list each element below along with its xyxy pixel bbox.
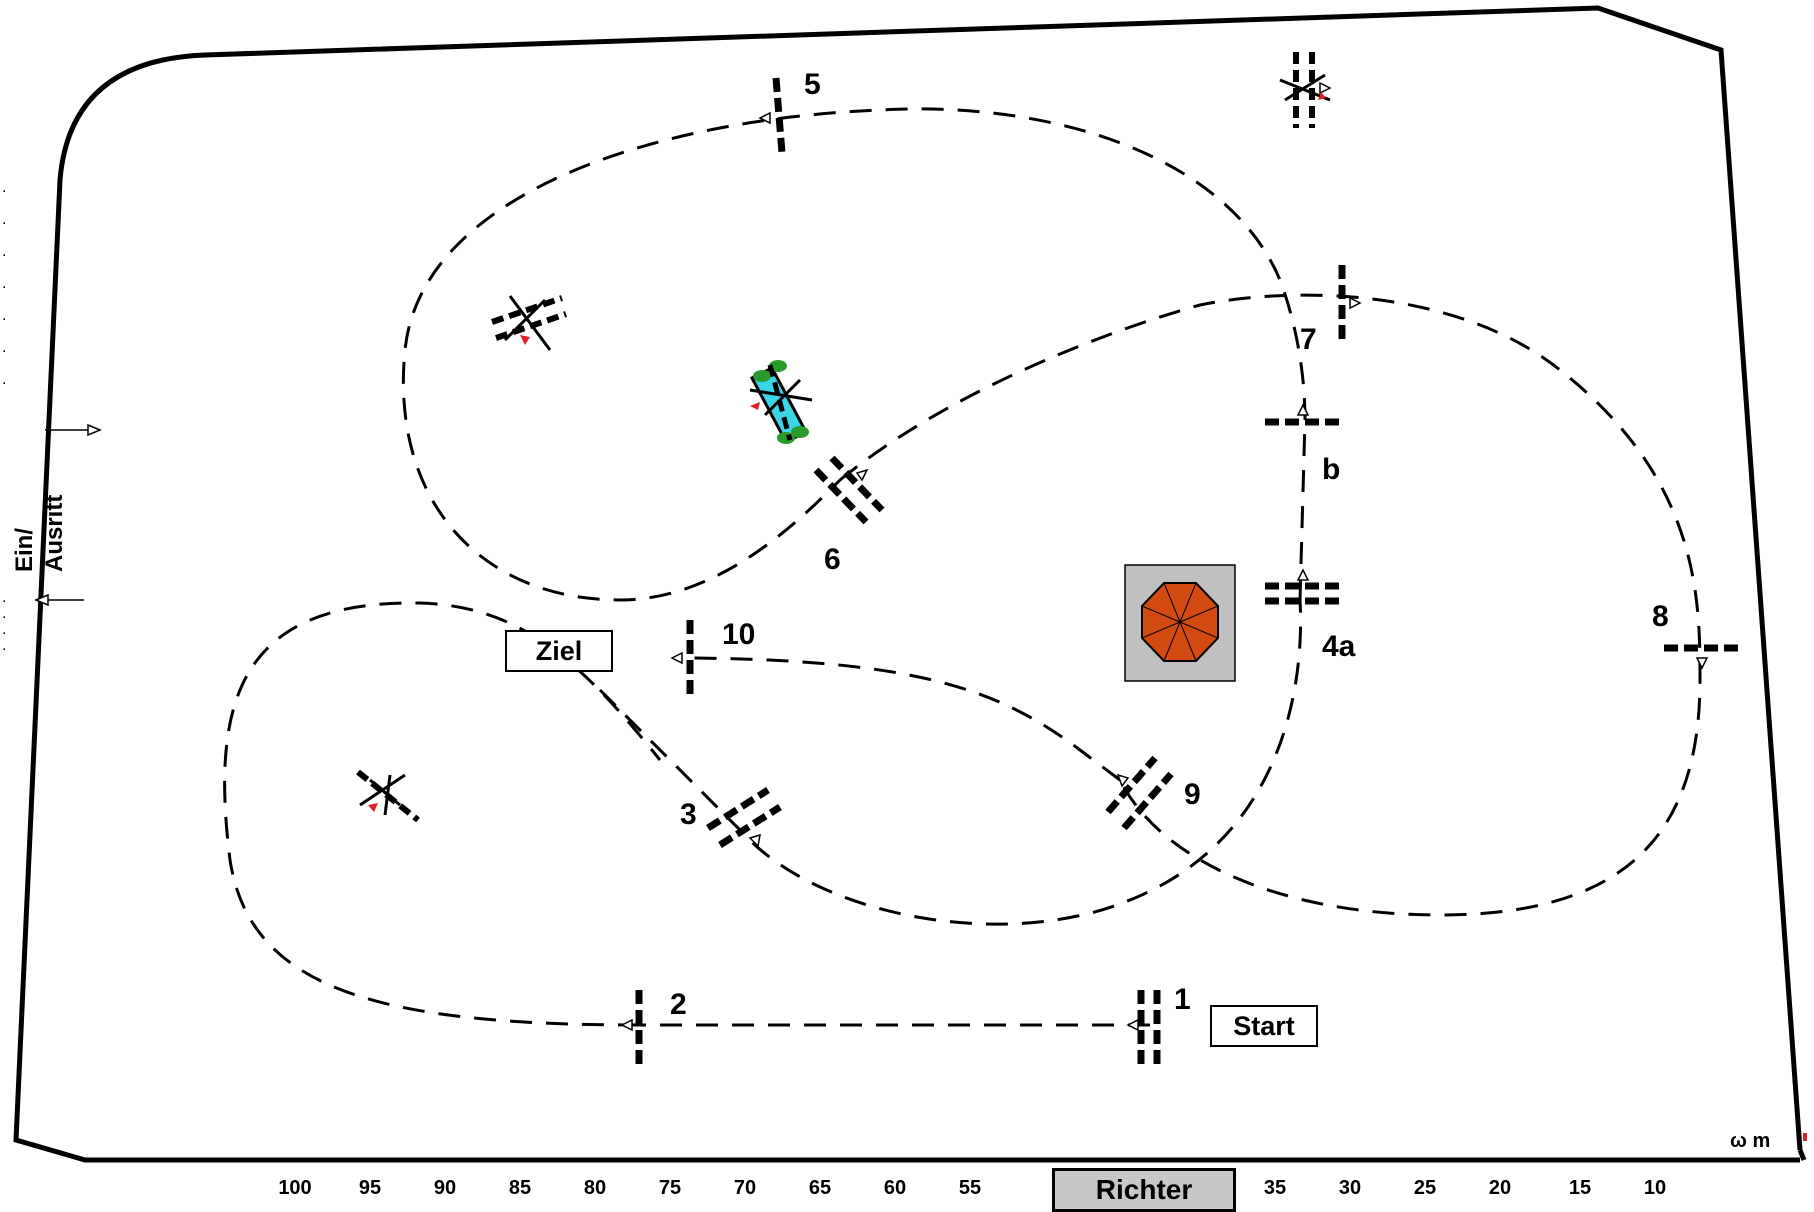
obstacle-10-label: 10	[722, 618, 756, 651]
scale-tick: 90	[433, 1177, 457, 1199]
scale-tick: 55	[958, 1177, 982, 1199]
edge-dots: .......	[2, 179, 7, 388]
obstacle-4a	[1265, 568, 1340, 605]
scale-tick: 95	[358, 1177, 382, 1199]
obstacle-1	[1126, 990, 1161, 1065]
scale-tick: 65	[808, 1177, 832, 1199]
scale-tick: 20	[1488, 1177, 1512, 1199]
entrance-arrows	[34, 423, 102, 607]
obstacle-7	[1338, 265, 1362, 340]
obstacle-b-label: b	[1322, 453, 1341, 486]
scale-tick: 80	[583, 1177, 607, 1199]
entrance-label-line1: Ein/	[11, 527, 38, 572]
obstacle-2-label: 2	[670, 988, 687, 1021]
obstacle-1-label: 1	[1174, 983, 1191, 1016]
scale-tick: 75	[658, 1177, 682, 1199]
umbrella-icon	[1124, 564, 1236, 682]
scale-tick: 60	[883, 1177, 907, 1199]
judge-box: Richter	[1052, 1168, 1236, 1212]
obstacle-9	[1105, 755, 1174, 831]
obstacle-3-label: 3	[680, 798, 697, 831]
scale-tick: 30	[1338, 1177, 1362, 1199]
water-jump	[749, 360, 813, 444]
obstacle-4a-label: 4a	[1322, 630, 1356, 663]
obstacle-8	[1664, 644, 1740, 670]
finish-label: Ziel	[505, 630, 613, 672]
scale-tick: 35	[1263, 1177, 1287, 1199]
scale-tick: 70	[733, 1177, 757, 1199]
corner-marker	[1803, 1133, 1807, 1141]
corner-mark: ω m	[1730, 1130, 1771, 1152]
spare-fence-left-lower	[356, 769, 420, 823]
obstacle-5-label: 5	[804, 68, 821, 101]
obstacle-10	[670, 620, 694, 695]
scale-tick: 15	[1568, 1177, 1592, 1199]
spare-fence-left-upper	[491, 295, 567, 351]
edge-dots-lower: ....	[2, 589, 7, 654]
entrance-label: Ein/ Ausritt	[10, 495, 70, 572]
obstacle-6	[813, 455, 885, 525]
obstacle-8-label: 8	[1652, 600, 1669, 633]
entrance-label-line2: Ausritt	[41, 494, 68, 572]
obstacle-3	[706, 787, 782, 848]
obstacle-b	[1265, 403, 1340, 426]
obstacle-5	[758, 77, 786, 154]
arena-boundary	[13, 5, 1807, 1163]
obstacle-2	[620, 990, 643, 1065]
scale-tick: 100	[278, 1177, 312, 1199]
start-label: Start	[1210, 1005, 1318, 1047]
obstacle-7-label: 7	[1300, 323, 1317, 356]
riding-route	[223, 107, 1702, 1027]
spare-fence-top-right	[1279, 52, 1332, 128]
scale-tick: 85	[508, 1177, 532, 1199]
scale-tick: 25	[1413, 1177, 1437, 1199]
obstacle-6-label: 6	[824, 543, 841, 576]
obstacle-9-label: 9	[1184, 778, 1201, 811]
scale-tick: 10	[1643, 1177, 1667, 1199]
